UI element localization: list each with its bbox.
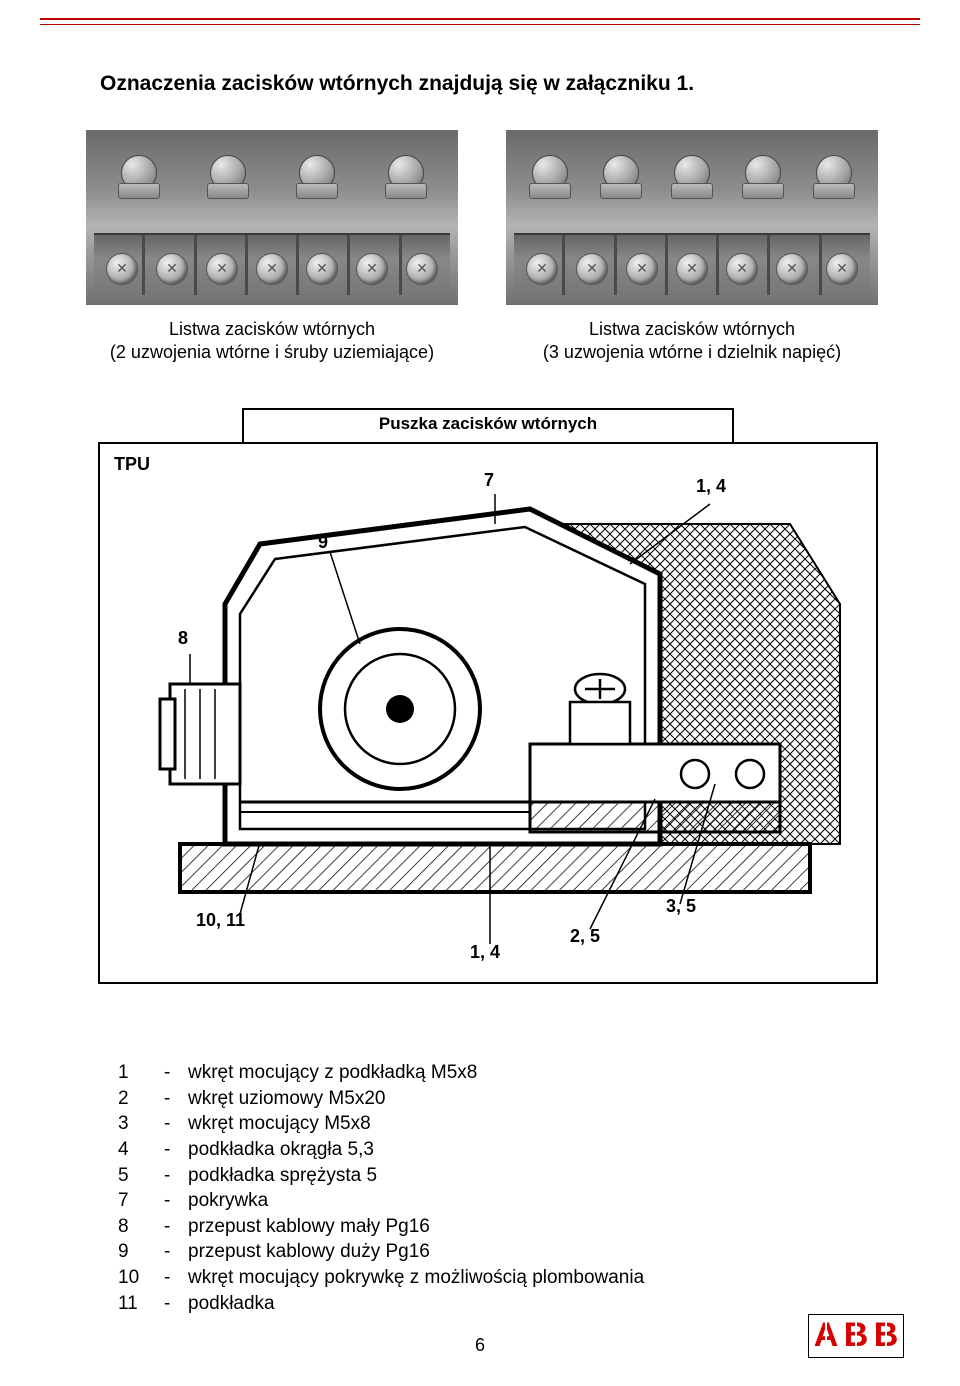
callout-1-4-b: 1, 4 — [470, 942, 500, 963]
legend-row: 2-wkręt uziomowy M5x20 — [118, 1086, 644, 1112]
legend-text: wkręt mocujący pokrywkę z możliwością pl… — [188, 1265, 644, 1291]
diagram-box: TPU — [98, 442, 878, 984]
screw — [826, 253, 858, 285]
caption-left-line1: Listwa zacisków wtórnych — [169, 319, 375, 339]
bolt — [810, 155, 858, 215]
bolt — [293, 155, 341, 215]
top-rule-thick — [40, 18, 920, 20]
page: Oznaczenia zacisków wtórnych znajdują si… — [0, 0, 960, 1386]
legend-text: wkręt mocujący z podkładką M5x8 — [188, 1060, 477, 1086]
legend-text: przepust kablowy mały Pg16 — [188, 1214, 430, 1240]
legend-row: 8-przepust kablowy mały Pg16 — [118, 1214, 644, 1240]
screw — [776, 253, 808, 285]
screw — [256, 253, 288, 285]
captions-row: Listwa zacisków wtórnych (2 uzwojenia wt… — [86, 318, 878, 363]
terminal-row — [514, 233, 870, 295]
screw — [156, 253, 188, 285]
screw — [306, 253, 338, 285]
caption-right-line1: Listwa zacisków wtórnych — [589, 319, 795, 339]
legend-text: wkręt mocujący M5x8 — [188, 1111, 371, 1137]
bolt — [115, 155, 163, 215]
legend-text: podkładka okrągła 5,3 — [188, 1137, 374, 1163]
bolt — [739, 155, 787, 215]
screw — [576, 253, 608, 285]
callout-7: 7 — [484, 470, 494, 491]
abb-logo: A B B — [808, 1314, 904, 1358]
top-rule-thin — [40, 24, 920, 25]
screw — [526, 253, 558, 285]
legend-row: 7-pokrywka — [118, 1188, 644, 1214]
caption-left: Listwa zacisków wtórnych (2 uzwojenia wt… — [86, 318, 458, 363]
caption-right-line2: (3 uzwojenia wtórne i dzielnik napięć) — [543, 342, 841, 362]
photo-right — [506, 130, 878, 305]
caption-right: Listwa zacisków wtórnych (3 uzwojenia wt… — [506, 318, 878, 363]
bolt — [526, 155, 574, 215]
screws-row — [106, 253, 438, 285]
photo-right-bolts — [514, 150, 870, 220]
photo-left-bolts — [94, 150, 450, 220]
screw — [106, 253, 138, 285]
page-heading: Oznaczenia zacisków wtórnych znajdują si… — [100, 72, 694, 96]
photo-left — [86, 130, 458, 305]
caption-left-line2: (2 uzwojenia wtórne i śruby uziemiające) — [110, 342, 434, 362]
callout-8: 8 — [178, 628, 188, 649]
screw — [676, 253, 708, 285]
page-number: 6 — [475, 1335, 485, 1356]
terminal-row — [94, 233, 450, 295]
callout-3-5: 3, 5 — [666, 896, 696, 917]
screw — [626, 253, 658, 285]
legend-text: podkładka sprężysta 5 — [188, 1163, 377, 1189]
legend-text: przepust kablowy duży Pg16 — [188, 1239, 430, 1265]
legend-list: 1-wkręt mocujący z podkładką M5x8 2-wkrę… — [118, 1060, 644, 1316]
bolt — [597, 155, 645, 215]
callout-9: 9 — [318, 532, 328, 553]
callout-1-4-a: 1, 4 — [696, 476, 726, 497]
legend-row: 3-wkręt mocujący M5x8 — [118, 1111, 644, 1137]
callout-2-5: 2, 5 — [570, 926, 600, 947]
logo-letter: A — [812, 1318, 840, 1354]
diagram-svg — [100, 444, 876, 982]
screw — [726, 253, 758, 285]
bolt — [204, 155, 252, 215]
legend-row: 11-podkładka — [118, 1291, 644, 1317]
bolt — [382, 155, 430, 215]
legend-row: 1-wkręt mocujący z podkładką M5x8 — [118, 1060, 644, 1086]
legend-text: pokrywka — [188, 1188, 268, 1214]
legend-row: 5-podkładka sprężysta 5 — [118, 1163, 644, 1189]
bolt — [668, 155, 716, 215]
legend-text: wkręt uziomowy M5x20 — [188, 1086, 385, 1112]
screw — [406, 253, 438, 285]
boxed-label: Puszka zacisków wtórnych — [242, 408, 734, 444]
callout-10-11: 10, 11 — [196, 910, 245, 931]
logo-letter: B — [872, 1318, 900, 1354]
screws-row — [526, 253, 858, 285]
screw — [206, 253, 238, 285]
legend-row: 9-przepust kablowy duży Pg16 — [118, 1239, 644, 1265]
screw — [356, 253, 388, 285]
legend-text: podkładka — [188, 1291, 275, 1317]
legend-row: 10-wkręt mocujący pokrywkę z możliwością… — [118, 1265, 644, 1291]
legend-row: 4-podkładka okrągła 5,3 — [118, 1137, 644, 1163]
photo-row — [86, 130, 878, 305]
logo-letter: B — [842, 1318, 870, 1354]
